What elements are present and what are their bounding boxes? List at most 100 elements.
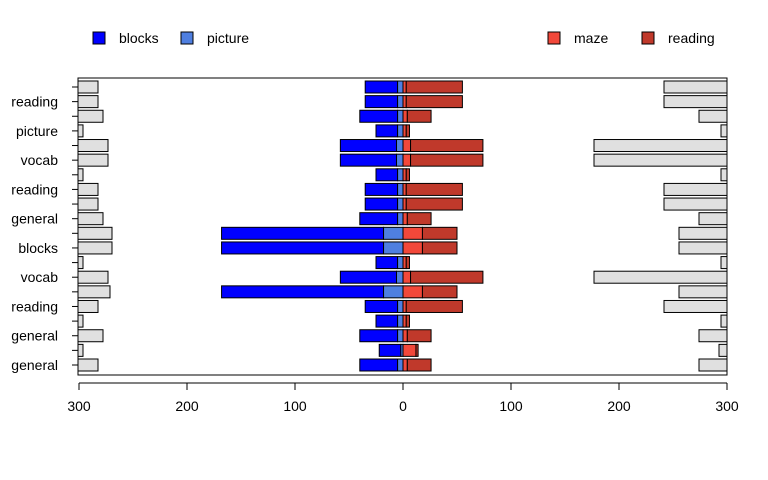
bar-side-left <box>77 329 104 343</box>
bar-reading <box>405 299 463 313</box>
bar-reading <box>406 109 432 123</box>
legend-swatch <box>641 31 655 45</box>
x-tick-label: 200 <box>175 398 199 414</box>
bar-blocks <box>364 80 399 94</box>
bar-reading <box>410 153 484 167</box>
bar-side-right <box>678 226 728 240</box>
x-tick-label: 300 <box>715 398 739 414</box>
bar-reading <box>405 182 463 196</box>
x-tick-label: 100 <box>499 398 523 414</box>
bar-reading <box>405 80 463 94</box>
x-tick-label: 200 <box>607 398 631 414</box>
bar-reading <box>421 241 458 255</box>
y-tick-label: reading <box>11 298 58 314</box>
bar-blocks <box>339 139 398 153</box>
bar-blocks <box>375 314 399 328</box>
bar-side-right <box>593 153 728 167</box>
bar-side-left <box>77 256 84 270</box>
bar-side-right <box>663 299 728 313</box>
legend-swatch <box>180 31 194 45</box>
bar-side-left <box>77 139 109 153</box>
bar-maze <box>402 358 408 372</box>
bar-blocks <box>359 109 399 123</box>
bar-blocks <box>375 168 399 182</box>
bar-reading <box>405 168 410 182</box>
bar-side-left <box>77 95 99 109</box>
bar-picture <box>383 241 404 255</box>
bar-side-right <box>720 314 728 328</box>
y-tick-label: general <box>11 211 58 227</box>
bar-picture <box>396 139 404 153</box>
bar-maze <box>402 285 423 299</box>
bar-side-left <box>77 270 109 284</box>
bar-side-right <box>698 109 728 123</box>
bar-picture <box>396 153 404 167</box>
bar-reading <box>421 285 458 299</box>
bar-reading <box>410 139 484 153</box>
y-tick-label: blocks <box>18 240 58 256</box>
y-tick-label: picture <box>16 123 58 139</box>
bar-side-left <box>77 168 84 182</box>
legend-swatch <box>547 31 561 45</box>
y-tick-label: vocab <box>21 152 59 168</box>
bar-side-right <box>720 168 728 182</box>
legend-label: maze <box>574 30 608 46</box>
bar-picture <box>397 212 404 226</box>
bar-side-right <box>593 139 728 153</box>
bar-blocks <box>378 343 402 357</box>
bar-side-left <box>77 285 111 299</box>
bar-side-left <box>77 226 113 240</box>
bars-group <box>77 80 728 372</box>
bar-side-right <box>718 343 728 357</box>
bar-side-left <box>77 197 99 211</box>
bar-blocks <box>359 358 399 372</box>
bar-picture <box>397 314 404 328</box>
bar-side-right <box>593 270 728 284</box>
bar-picture <box>396 270 404 284</box>
bar-picture <box>397 329 404 343</box>
bar-picture <box>397 168 404 182</box>
legend-label: reading <box>668 30 715 46</box>
bar-side-left <box>77 212 104 226</box>
bar-maze <box>402 212 408 226</box>
bar-picture <box>397 95 404 109</box>
bar-maze <box>402 343 417 357</box>
legend-label: picture <box>207 30 249 46</box>
bar-reading <box>406 329 432 343</box>
legend-swatch <box>92 31 106 45</box>
bar-side-right <box>663 80 728 94</box>
bar-reading <box>415 343 419 357</box>
legend-label: blocks <box>119 30 159 46</box>
bar-side-right <box>698 329 728 343</box>
bar-maze <box>402 329 408 343</box>
bar-side-left <box>77 80 99 94</box>
x-axis: 300 200 100 0 100 200 300 <box>67 382 739 414</box>
bar-blocks <box>221 241 385 255</box>
bar-reading <box>405 95 463 109</box>
bar-blocks <box>364 182 399 196</box>
y-tick-label: vocab <box>21 269 59 285</box>
bar-blocks <box>221 226 385 240</box>
bar-blocks <box>339 270 398 284</box>
bar-side-right <box>663 197 728 211</box>
bar-maze <box>402 226 423 240</box>
bar-side-left <box>77 153 109 167</box>
bar-side-left <box>77 241 113 255</box>
x-tick-label: 300 <box>67 398 91 414</box>
bar-reading <box>405 256 410 270</box>
x-tick-label: 0 <box>399 398 407 414</box>
bar-picture <box>383 226 404 240</box>
y-axis: general general reading vocab blocks general r… <box>11 86 78 373</box>
bar-side-left <box>77 182 99 196</box>
bar-side-left <box>77 314 84 328</box>
bar-maze <box>402 109 408 123</box>
bar-side-left <box>77 343 84 357</box>
bar-side-right <box>698 358 728 372</box>
bar-picture <box>383 285 404 299</box>
bar-maze <box>402 153 412 167</box>
bar-picture <box>397 124 404 138</box>
bar-picture <box>397 256 404 270</box>
bar-blocks <box>359 329 399 343</box>
y-tick-label: reading <box>11 181 58 197</box>
